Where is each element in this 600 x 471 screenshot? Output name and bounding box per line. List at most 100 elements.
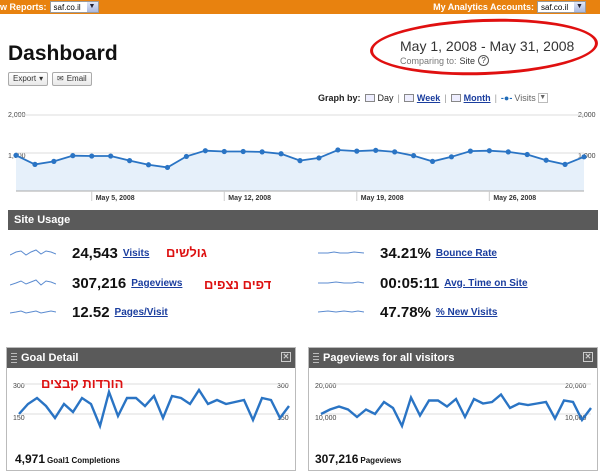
metric-pages-per-visit: 12.52 Pages/Visit (10, 302, 168, 322)
data-point[interactable] (32, 161, 38, 167)
help-icon[interactable]: ? (478, 55, 490, 66)
data-point[interactable] (373, 147, 379, 153)
goal-total: 4,971 Goal1 Completions (15, 452, 120, 466)
data-point[interactable] (278, 151, 284, 157)
data-point[interactable] (70, 153, 76, 159)
page-title: Dashboard (8, 42, 118, 65)
export-button[interactable]: Export ▾ (8, 72, 49, 86)
hebrew-annotation-pageviews: דפים נצפים (204, 277, 272, 292)
series-line (320, 392, 592, 430)
metric-new-visits: 47.78% % New Visits (318, 302, 497, 322)
graph-by-month[interactable]: Month (450, 93, 491, 103)
close-icon[interactable]: ✕ (583, 352, 593, 362)
top-bar: w Reports: saf.co.il ▼ My Analytics Acco… (0, 0, 600, 14)
pageviews-line-chart: 20,000 10,000 20,000 10,000 (315, 383, 592, 430)
goal-y-mid-left: 150 (13, 415, 25, 422)
red-annotation-circle (369, 15, 599, 79)
data-point[interactable] (164, 164, 171, 171)
data-point[interactable] (429, 158, 436, 164)
data-point[interactable] (13, 152, 19, 158)
pageviews-sparkline (10, 279, 56, 286)
graph-by-controls: Graph by: Day | Week | Month | -●- Visit… (318, 93, 548, 103)
data-point[interactable] (486, 148, 492, 154)
data-point[interactable] (297, 158, 303, 164)
data-point[interactable] (108, 153, 114, 159)
goal-y-mid-right: 150 (277, 415, 289, 422)
pv-y-top-right: 20,000 (565, 383, 587, 390)
pv-y-top-left: 20,000 (315, 383, 337, 390)
avg-time-link[interactable]: Avg. Time on Site (444, 277, 528, 289)
metric-select[interactable]: -●- Visits ▼ (500, 93, 548, 103)
site-usage-header: Site Usage (8, 210, 598, 230)
visits-link[interactable]: Visits (122, 247, 150, 259)
reports-label: w Reports: (0, 2, 47, 12)
data-point[interactable] (127, 158, 133, 164)
comparing-to: Comparing to: Site ? (400, 55, 490, 66)
graph-by-week[interactable]: Week (403, 93, 440, 103)
chevron-down-icon: ▼ (574, 2, 585, 12)
data-point[interactable] (505, 149, 511, 155)
data-point[interactable] (562, 161, 568, 167)
data-point[interactable] (581, 154, 587, 160)
pageviews-total: 307,216 Pageviews (315, 452, 402, 466)
pages-visit-sparkline (10, 310, 56, 314)
data-point[interactable] (51, 158, 57, 164)
calendar-month-icon (450, 94, 461, 102)
calendar-week-icon (403, 94, 414, 102)
pageviews-panel-header[interactable]: Pageviews for all visitors ✕ (309, 348, 597, 368)
new-visits-sparkline (318, 310, 364, 313)
metric-visits: 24,543 Visits (10, 243, 149, 263)
data-point[interactable] (240, 148, 246, 155)
data-point[interactable] (183, 153, 189, 160)
bounce-rate-link[interactable]: Bounce Rate (435, 247, 497, 259)
chevron-down-icon: ▾ (39, 74, 44, 83)
data-point[interactable] (202, 148, 208, 154)
data-point[interactable] (89, 153, 95, 159)
data-point[interactable] (524, 151, 530, 158)
reports-select[interactable]: saf.co.il ▼ (49, 1, 99, 13)
avg-time-sparkline (318, 281, 364, 284)
x-tick-label: May 5, 2008 (96, 195, 135, 202)
pv-y-mid-right: 10,000 (565, 415, 587, 422)
series-area (16, 150, 584, 191)
x-tick-label: May 19, 2008 (361, 195, 404, 202)
accounts-select[interactable]: saf.co.il ▼ (537, 1, 586, 13)
data-point[interactable] (221, 148, 227, 155)
data-point[interactable] (543, 157, 549, 163)
hebrew-annotation-visits: גולשים (166, 245, 207, 260)
goal-y-top-right: 300 (277, 383, 289, 390)
pages-visit-link[interactable]: Pages/Visit (114, 306, 168, 318)
drag-handle-icon[interactable] (11, 353, 17, 363)
goal-detail-header[interactable]: Goal Detail ✕ (7, 348, 295, 368)
data-point[interactable] (392, 149, 398, 155)
hebrew-annotation-downloads: הורדות קבצים (41, 376, 124, 391)
data-point[interactable] (259, 149, 265, 155)
data-point[interactable] (467, 148, 473, 154)
accounts-label: My Analytics Accounts: (433, 2, 534, 12)
close-icon[interactable]: ✕ (281, 352, 291, 362)
pv-y-mid-left: 10,000 (315, 415, 337, 422)
series-line (18, 387, 290, 430)
x-tick-label: May 12, 2008 (228, 195, 271, 202)
pageviews-panel: Pageviews for all visitors ✕ 20,000 10,0… (308, 347, 598, 471)
data-point[interactable] (411, 153, 417, 159)
goal-line-chart: 300 150 300 150 (13, 383, 290, 430)
data-point[interactable] (145, 162, 152, 168)
email-button[interactable]: ✉ Email (52, 72, 92, 86)
drag-handle-icon[interactable] (313, 353, 319, 363)
line-legend-icon: -●- (500, 93, 513, 103)
goal-detail-panel: Goal Detail ✕ 300 150 300 150 הורדות קבצ… (6, 347, 296, 471)
data-point[interactable] (448, 154, 455, 160)
metric-pageviews: 307,216 Pageviews (10, 273, 182, 293)
y-tick-top-right: 2,000 (578, 112, 596, 119)
data-point[interactable] (316, 155, 322, 161)
graph-by-day[interactable]: Day (364, 93, 394, 103)
date-range[interactable]: May 1, 2008 - May 31, 2008 (400, 38, 575, 54)
new-visits-link[interactable]: % New Visits (435, 306, 498, 318)
data-point[interactable] (354, 148, 360, 154)
chevron-down-icon: ▼ (537, 93, 548, 103)
visits-sparkline (10, 249, 56, 256)
data-point[interactable] (335, 147, 341, 153)
pageviews-link[interactable]: Pageviews (131, 277, 183, 289)
